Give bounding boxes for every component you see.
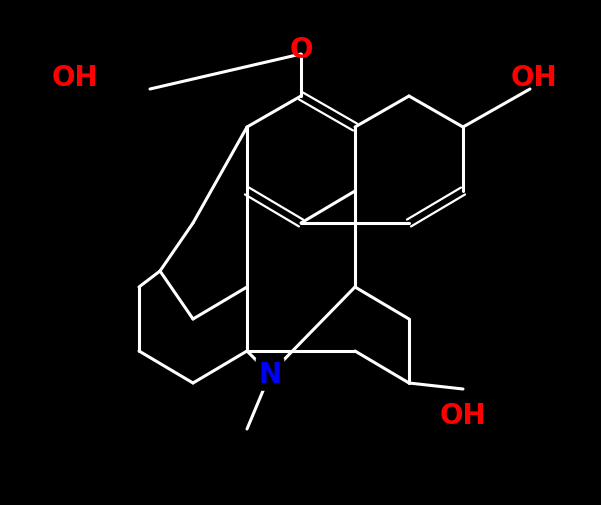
Text: N: N (258, 360, 281, 388)
Text: O: O (289, 36, 313, 64)
Text: OH: OH (440, 401, 486, 429)
Text: N: N (258, 360, 281, 388)
Text: OH: OH (511, 64, 557, 92)
Text: OH: OH (52, 64, 99, 92)
